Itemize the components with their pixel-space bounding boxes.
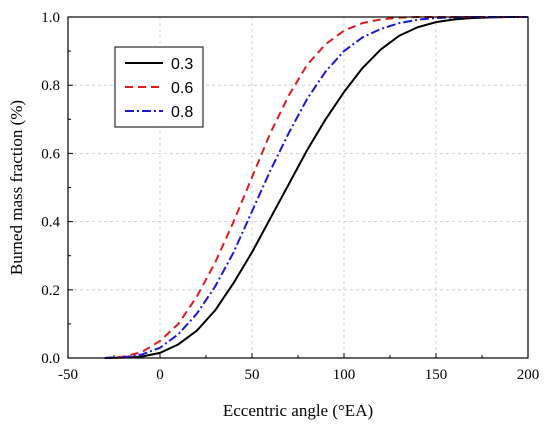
series-line-2 — [104, 16, 528, 359]
y-tick-label: 0.0 — [41, 351, 60, 367]
y-tick-label: 0.6 — [41, 146, 60, 162]
x-tick-label: -50 — [58, 367, 78, 383]
y-tick-label: 1.0 — [41, 10, 60, 26]
x-tick-label: 50 — [245, 367, 260, 383]
legend-label: 0.3 — [171, 56, 193, 73]
series-line-1 — [104, 16, 528, 359]
x-tick-label: 0 — [156, 367, 164, 383]
legend-label: 0.8 — [171, 104, 193, 121]
grid — [68, 17, 528, 358]
x-axis-title: Eccentric angle (°EA) — [223, 401, 373, 420]
y-tick-label: 0.2 — [41, 283, 60, 299]
y-axis-title: Burned mass fraction (%) — [7, 100, 26, 275]
x-tick-label: 150 — [425, 367, 448, 383]
x-tick-label: 200 — [517, 367, 540, 383]
legend: 0.3 0.6 0.8 — [114, 46, 204, 128]
axis-ticks: -50 0 50 100 150 200 0.0 0.2 0.4 0.6 0.8 1.0 — [41, 10, 539, 383]
y-tick-label: 0.8 — [41, 78, 60, 94]
legend-label: 0.6 — [171, 80, 193, 97]
plot-series — [104, 16, 528, 359]
series-line-3 — [104, 16, 528, 359]
x-tick-label: 100 — [333, 367, 356, 383]
y-tick-label: 0.4 — [41, 215, 60, 231]
